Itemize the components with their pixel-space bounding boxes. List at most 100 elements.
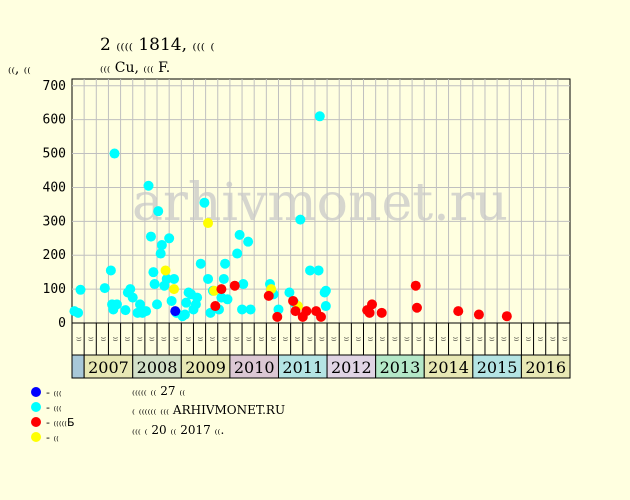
data-point-series-3 xyxy=(367,299,378,310)
quarter-label: ₍₍ xyxy=(231,337,241,341)
quarter-label: ₍₍ xyxy=(159,337,169,341)
legend: - ₍₍₍ - ₍₍₍ - ₍₍₍₍₍Б - ₍₍ xyxy=(31,386,75,444)
quarter-label: ₍₍ xyxy=(511,337,521,341)
year-label: 2010 xyxy=(234,358,275,377)
data-point-series-0 xyxy=(220,258,231,269)
data-point-series-3 xyxy=(411,302,422,313)
quarter-label: ₍₍ xyxy=(268,337,278,341)
quarter-label: ₍₍ xyxy=(353,337,363,341)
quarter-label: ₍₍ xyxy=(389,337,399,341)
quarter-label: ₍₍ xyxy=(244,337,254,341)
y-tick-label: 200 xyxy=(43,248,66,263)
quarter-label: ₍₍ xyxy=(450,337,460,341)
data-point-series-0 xyxy=(156,240,167,251)
y-tick-label: 500 xyxy=(43,147,66,162)
data-point-series-0 xyxy=(135,299,146,310)
y-tick-label: 700 xyxy=(43,79,66,94)
data-point-series-0 xyxy=(152,299,163,310)
quarter-label: ₍₍ xyxy=(195,337,205,341)
footnotes: ₍₍₍₍₍ ₍₍ 27 ₍₍ ₍ ₍₍₍₍₍₍ ₍₍₍ ARHIVMONET.R… xyxy=(132,384,285,437)
quarter-label: ₍₍ xyxy=(256,337,266,341)
data-point-series-3 xyxy=(229,280,240,291)
quarter-label: ₍₍ xyxy=(207,337,217,341)
note-0: ₍₍₍₍₍ ₍₍ 27 ₍₍ xyxy=(132,384,185,398)
grid-lines xyxy=(72,79,570,323)
data-point-series-0 xyxy=(320,301,331,312)
quarter-label: ₍₍ xyxy=(377,337,387,341)
data-point-series-0 xyxy=(153,206,164,217)
note-2: ₍₍₍ ₍ 20 ₍₍ 2017 ₍₍. xyxy=(132,423,224,437)
data-point-series-3 xyxy=(473,309,484,320)
data-point-series-0 xyxy=(243,236,254,247)
chart-title: 2 ₍₍₍₍ 1814, ₍₍₍ ₍ xyxy=(100,35,215,55)
legend-dot-3 xyxy=(31,432,41,442)
year-cell-blank xyxy=(71,354,85,379)
data-point-series-0 xyxy=(199,197,210,208)
legend-dot-2 xyxy=(31,417,41,427)
quarter-label: ₍₍ xyxy=(559,337,569,341)
data-point-series-0 xyxy=(166,295,177,306)
data-point-series-3 xyxy=(210,301,221,312)
legend-label-3: - ₍₍ xyxy=(46,431,59,444)
data-point-series-0 xyxy=(273,304,284,315)
data-point-series-0 xyxy=(120,305,131,316)
data-point-series-3 xyxy=(501,311,512,322)
year-label: 2013 xyxy=(380,358,421,377)
y-axis: 0 100 200 300 400 500 600 700 xyxy=(43,79,66,331)
quarter-label: ₍₍ xyxy=(499,337,509,341)
year-label: 2008 xyxy=(137,358,178,377)
data-point-series-3 xyxy=(290,306,301,317)
data-point-series-2 xyxy=(160,265,171,276)
data-point-series-0 xyxy=(148,267,159,278)
data-point-series-0 xyxy=(222,294,233,305)
data-point-series-0 xyxy=(143,180,154,191)
data-point-series-2 xyxy=(169,284,180,295)
quarter-label: ₍₍ xyxy=(146,337,156,341)
data-point-series-0 xyxy=(320,285,331,296)
data-point-series-0 xyxy=(73,307,84,318)
y-tick-label: 400 xyxy=(43,180,66,195)
data-point-series-0 xyxy=(295,214,306,225)
data-point-series-3 xyxy=(263,290,274,301)
quarter-label: ₍₍ xyxy=(426,337,436,341)
data-point-series-3 xyxy=(272,311,283,322)
y-tick-label: 600 xyxy=(43,113,66,128)
data-point-series-3 xyxy=(288,295,299,306)
quarter-label: ₍₍ xyxy=(134,337,144,341)
data-point-series-0 xyxy=(195,258,206,269)
quarter-label: ₍₍ xyxy=(365,337,375,341)
data-point-series-3 xyxy=(316,311,326,322)
data-point-series-2 xyxy=(203,218,214,229)
year-label: 2007 xyxy=(88,358,129,377)
data-point-series-0 xyxy=(169,273,180,284)
quarter-label: ₍₍ xyxy=(402,337,412,341)
legend-label-0: - ₍₍₍ xyxy=(46,386,62,399)
data-point-series-0 xyxy=(164,233,175,244)
quarter-label: ₍₍ xyxy=(341,337,351,341)
x-axis: 2007 2008 2009 2010 2011 2012 2013 2014 2015 2016… xyxy=(71,322,571,379)
data-point-series-0 xyxy=(105,265,116,276)
quarter-label: ₍₍ xyxy=(74,337,84,341)
year-label: 2015 xyxy=(477,358,518,377)
y-tick-label: 300 xyxy=(43,214,66,229)
data-point-series-0 xyxy=(305,265,316,276)
quarter-label: ₍₍ xyxy=(329,337,339,341)
data-point-series-0 xyxy=(109,148,120,159)
year-label: 2009 xyxy=(185,358,226,377)
data-point-series-0 xyxy=(161,273,172,284)
quarter-label: ₍₍ xyxy=(438,337,448,341)
year-label: 2012 xyxy=(331,358,372,377)
year-label: 2011 xyxy=(282,358,323,377)
data-point-series-1 xyxy=(170,306,181,317)
quarter-label: ₍₍ xyxy=(86,337,96,341)
legend-label-1: - ₍₍₍ xyxy=(46,401,62,414)
data-point-series-0 xyxy=(245,304,256,315)
quarter-label: ₍₍ xyxy=(487,337,497,341)
data-point-series-0 xyxy=(238,279,249,290)
quarter-label: ₍₍ xyxy=(523,337,533,341)
data-point-series-3 xyxy=(301,306,312,317)
data-point-series-3 xyxy=(410,280,421,291)
data-point-series-0 xyxy=(203,273,214,284)
watermark: arhivmonet.ru xyxy=(132,173,508,233)
data-point-series-0 xyxy=(149,279,160,290)
